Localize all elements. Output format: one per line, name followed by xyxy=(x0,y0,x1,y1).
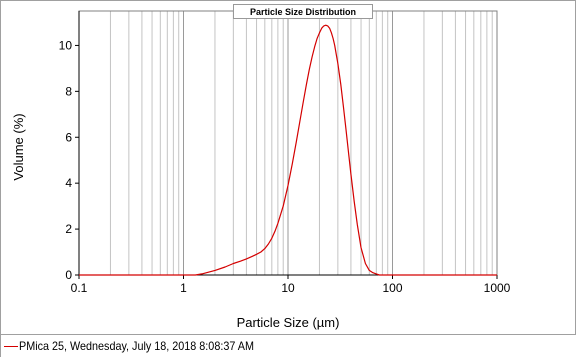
x-tick-label: 1 xyxy=(180,281,187,295)
y-tick-label: 4 xyxy=(65,176,72,190)
x-tick-label: 0.1 xyxy=(71,281,88,295)
legend-swatch xyxy=(4,346,18,347)
grid-lines xyxy=(110,11,492,275)
y-tick-label: 0 xyxy=(65,268,72,282)
x-tick-label: 1000 xyxy=(484,281,511,295)
x-tick-label: 10 xyxy=(281,281,295,295)
chart-title: Particle Size Distribution xyxy=(233,4,373,19)
x-axis-label: Particle Size (µm) xyxy=(237,315,340,330)
y-tick-label: 6 xyxy=(65,130,72,144)
axes xyxy=(75,11,497,279)
legend-series-label: PMica 25, Wednesday, July 18, 2018 8:08:… xyxy=(19,339,254,353)
y-tick-label: 2 xyxy=(65,222,72,236)
y-tick-label: 8 xyxy=(65,84,72,98)
x-tick-label: 100 xyxy=(382,281,402,295)
y-axis-label: Volume (%) xyxy=(11,113,26,180)
x-axis-ticks: 0.1 1 10 100 1000 xyxy=(71,275,511,295)
y-axis-ticks: 0 2 4 6 8 10 xyxy=(59,38,79,282)
y-tick-label: 10 xyxy=(59,38,73,52)
legend: PMica 25, Wednesday, July 18, 2018 8:08:… xyxy=(1,334,576,358)
plot-area: 0.1 1 10 100 1000 0 2 4 6 8 10 Particle Size (µm)… xyxy=(1,1,576,334)
